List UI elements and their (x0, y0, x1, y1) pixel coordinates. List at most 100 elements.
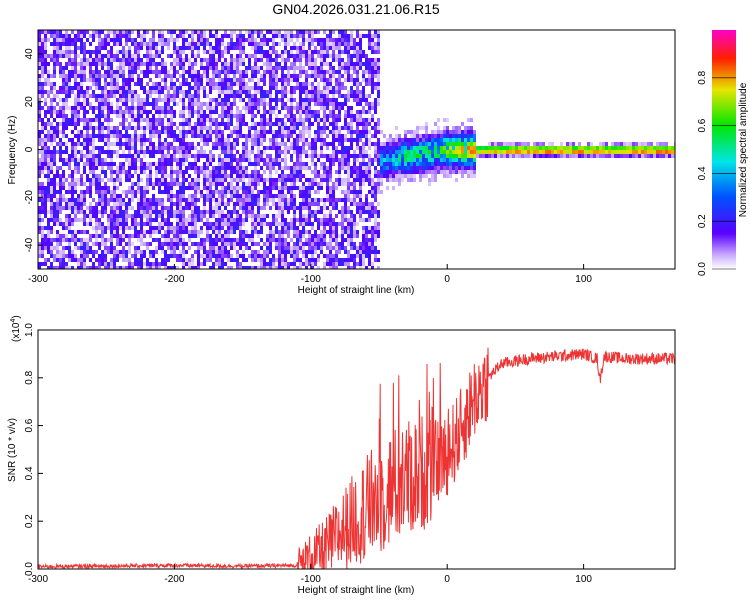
heatmap-cell (44, 154, 47, 158)
heatmap-cell (200, 130, 203, 134)
heatmap-cell (92, 214, 95, 218)
heatmap-cell (128, 158, 131, 162)
heatmap-cell (329, 186, 332, 190)
heatmap-cell (80, 262, 83, 266)
heatmap-cell (92, 250, 95, 254)
heatmap-cell (125, 78, 128, 82)
heatmap-cell (92, 266, 95, 269)
heatmap-cell (191, 266, 194, 269)
heatmap-cell (293, 186, 296, 190)
heatmap-cell (176, 254, 179, 258)
heatmap-cell (239, 90, 242, 94)
heatmap-cell (317, 70, 320, 74)
heatmap-cell (224, 30, 227, 34)
heatmap-cell (275, 202, 278, 206)
heatmap-cell (185, 130, 188, 134)
heatmap-cell (113, 190, 116, 194)
heatmap-cell (347, 70, 350, 74)
heatmap-cell (98, 202, 101, 206)
heatmap-cell (281, 158, 284, 162)
heatmap-cell (47, 222, 50, 226)
heatmap-cell (182, 126, 185, 130)
heatmap-cell (191, 162, 194, 166)
heatmap-cell (332, 50, 335, 54)
heatmap-cell (152, 250, 155, 254)
heatmap-cell (302, 138, 305, 142)
heatmap-cell (71, 122, 74, 126)
heatmap-cell (131, 262, 134, 266)
heatmap-cell (176, 174, 179, 178)
heatmap-cell (224, 70, 227, 74)
heatmap-cell (128, 82, 131, 86)
heatmap-cell (107, 198, 110, 202)
heatmap-cell (317, 238, 320, 242)
heatmap-cell (122, 246, 125, 250)
heatmap-cell (104, 158, 107, 162)
heatmap-cell (365, 66, 368, 70)
heatmap-cell (131, 42, 134, 46)
heatmap-cell (350, 86, 353, 90)
heatmap-cell (221, 78, 224, 82)
heatmap-cell (182, 226, 185, 230)
heatmap-cell (284, 122, 287, 126)
heatmap-cell (281, 130, 284, 134)
heatmap-cell (335, 258, 338, 262)
heatmap-cell (50, 122, 53, 126)
heatmap-cell (284, 250, 287, 254)
heatmap-cell (344, 94, 347, 98)
heatmap-cell (128, 38, 131, 42)
heatmap-cell (248, 194, 251, 198)
heatmap-cell (221, 182, 224, 186)
heatmap-cell (38, 34, 41, 38)
heatmap-cell (80, 158, 83, 162)
heatmap-cell (83, 198, 86, 202)
heatmap-cell (101, 74, 104, 78)
heatmap-cell (329, 154, 332, 158)
heatmap-cell (146, 98, 149, 102)
heatmap-cell (116, 54, 119, 58)
heatmap-cell (125, 54, 128, 58)
heatmap-cell (272, 198, 275, 202)
heatmap-cell (233, 82, 236, 86)
heatmap-cell (167, 162, 170, 166)
heatmap-cell (305, 98, 308, 102)
heatmap-cell (77, 150, 80, 154)
heatmap-cell (344, 138, 347, 142)
heatmap-cell (263, 190, 266, 194)
heatmap-cell (335, 238, 338, 242)
heatmap-cell (137, 250, 140, 254)
heatmap-cell (167, 54, 170, 58)
heatmap-cell (152, 262, 155, 266)
heatmap-cell (341, 214, 344, 218)
heatmap-cell (224, 158, 227, 162)
heatmap-cell (263, 206, 266, 210)
heatmap-cell (233, 238, 236, 242)
heatmap-cell (95, 146, 98, 150)
heatmap-cell (128, 122, 131, 126)
heatmap-cell (284, 194, 287, 198)
heatmap-cell (230, 54, 233, 58)
heatmap-cell (74, 86, 77, 90)
heatmap-cell (128, 246, 131, 250)
heatmap-cell (140, 106, 143, 110)
heatmap-cell (362, 110, 365, 114)
heatmap-cell (365, 266, 368, 269)
heatmap-cell (350, 234, 353, 238)
heatmap-cell (209, 242, 212, 246)
heatmap-cell (281, 206, 284, 210)
heatmap-cell (74, 38, 77, 42)
heatmap-cell (89, 118, 92, 122)
heatmap-cell (287, 38, 290, 42)
heatmap-cell (188, 118, 191, 122)
heatmap-cell (197, 246, 200, 250)
heatmap-cell (269, 166, 272, 170)
heatmap-cell (59, 138, 62, 142)
heatmap-cell (362, 166, 365, 170)
heatmap-cell (53, 130, 56, 134)
heatmap-cell (65, 90, 68, 94)
heatmap-cell (341, 62, 344, 66)
heatmap-cell (353, 178, 356, 182)
heatmap-cell (44, 42, 47, 46)
heatmap-cell (347, 138, 350, 142)
heatmap-cell (212, 118, 215, 122)
